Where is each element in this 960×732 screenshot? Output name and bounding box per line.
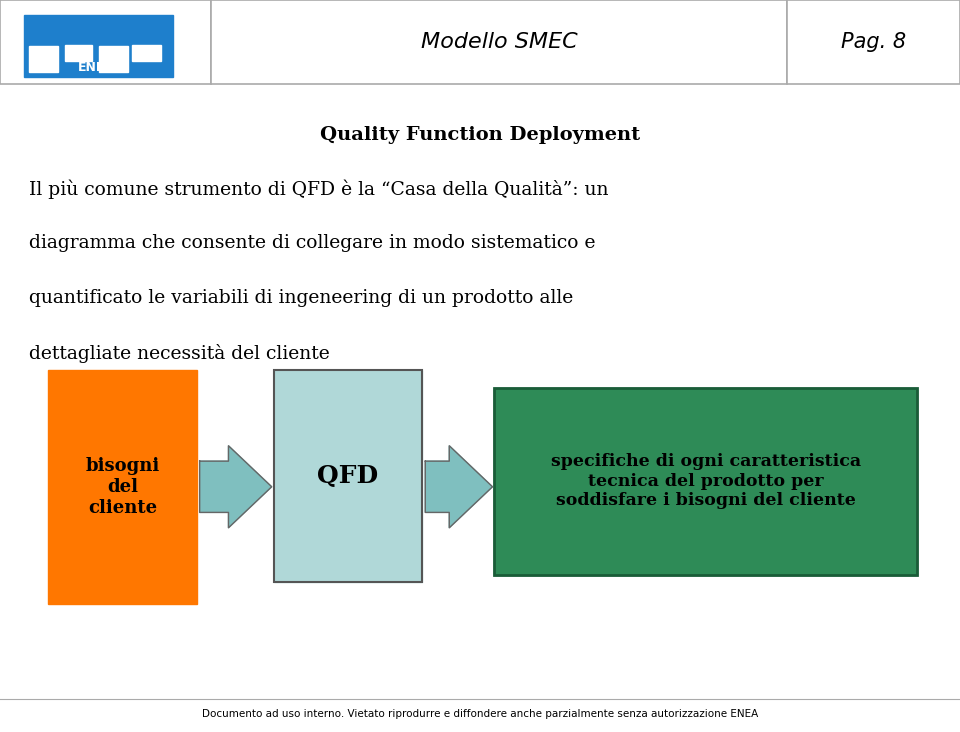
Text: Pag. 8: Pag. 8 <box>841 32 906 52</box>
FancyBboxPatch shape <box>211 0 787 84</box>
Bar <box>494 388 917 575</box>
Text: bisogni
del
cliente: bisogni del cliente <box>85 457 159 517</box>
Text: Il più comune strumento di QFD è la “Casa della Qualità”: un: Il più comune strumento di QFD è la “Cas… <box>29 179 609 199</box>
Bar <box>24 15 173 77</box>
FancyBboxPatch shape <box>787 0 960 84</box>
Polygon shape <box>425 446 492 528</box>
Text: specifiche di ogni caratteristica
tecnica del prodotto per
soddisfare i bisogni : specifiche di ogni caratteristica tecnic… <box>550 453 861 509</box>
Bar <box>494 388 917 575</box>
Polygon shape <box>200 446 272 528</box>
Text: quantificato le variabili di ingeneering di un prodotto alle: quantificato le variabili di ingeneering… <box>29 289 573 307</box>
Bar <box>132 45 161 61</box>
Text: Documento ad uso interno. Vietato riprodurre e diffondere anche parzialmente sen: Documento ad uso interno. Vietato riprod… <box>202 709 758 719</box>
Text: Modello SMEC: Modello SMEC <box>420 32 578 52</box>
Text: ENEA: ENEA <box>78 61 114 74</box>
Bar <box>48 370 197 604</box>
Text: Quality Function Deployment: Quality Function Deployment <box>320 127 640 144</box>
Bar <box>29 46 58 72</box>
Text: diagramma che consente di collegare in modo sistematico e: diagramma che consente di collegare in m… <box>29 234 595 253</box>
Text: QFD: QFD <box>318 464 378 488</box>
FancyBboxPatch shape <box>0 0 211 84</box>
Bar <box>65 45 92 61</box>
Bar <box>274 370 422 582</box>
Bar <box>274 370 422 582</box>
Bar <box>99 46 128 72</box>
Text: dettagliate necessità del cliente: dettagliate necessità del cliente <box>29 344 329 363</box>
